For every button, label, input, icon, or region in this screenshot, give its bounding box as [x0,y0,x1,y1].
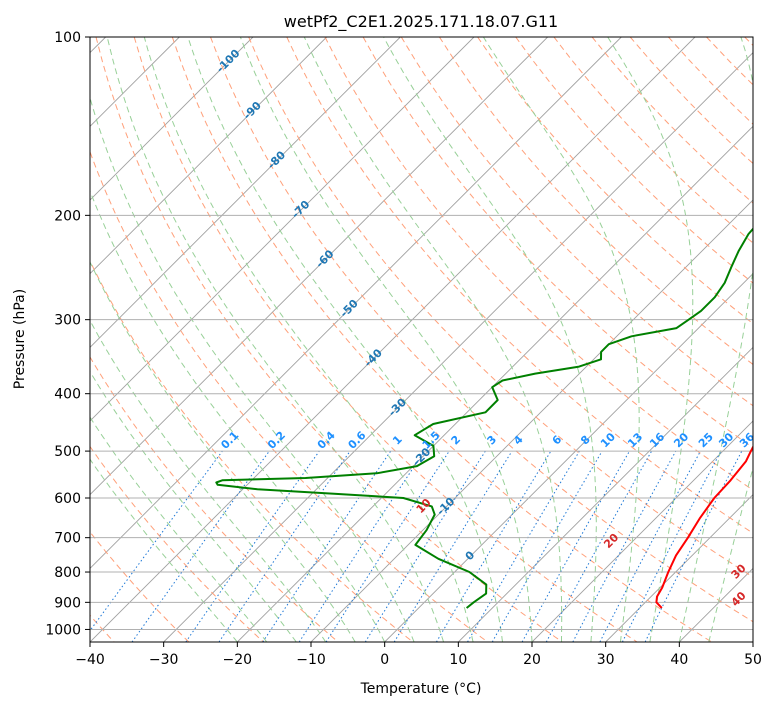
x-tick-label: −40 [75,652,105,668]
isotherm-line [237,125,753,642]
mixing-ratio-line [185,450,320,642]
y-axis-ticks: 100 200 300 400 500 600 700 800 900 1000 [45,30,90,638]
dry-adiabat-line [210,37,753,623]
dry-adiabat-line [95,37,563,642]
dry-adiabat-line [477,37,753,325]
x-tick-label: 40 [670,652,688,668]
y-axis-title: Pressure (hPa) [12,289,28,389]
y-tick-label: 800 [54,565,81,581]
moist-adiabat-line [303,37,563,642]
x-axis-ticks: −40 −30 −20 −10 0 10 20 30 40 50 [75,642,762,668]
plot-frame [89,36,754,643]
y-tick-label: 500 [54,444,81,460]
isotherm-line [163,52,753,642]
chart-title: wetPf2_C2E1.2025.171.18.07.G11 [284,12,558,32]
dry-adiabat-line [171,37,712,642]
dry-adiabat-line [90,445,264,642]
isotherm-line [605,494,753,642]
moist-adiabat-line [143,37,474,642]
isotherm-line [90,37,254,201]
isotherm-line [90,37,327,275]
dry-adiabat-line [90,356,339,642]
dry-adiabat-line [90,150,488,642]
isotherm-line [90,37,622,569]
dry-adiabat-line [133,37,638,642]
mixing-ratio-line [298,450,425,642]
isotherm-line [384,273,753,642]
moist-adiabat-line [90,416,268,642]
mixing-ratio-line [545,450,653,642]
x-tick-label: 0 [380,652,389,668]
background-lines [90,37,753,642]
dry-adiabat-line [438,37,753,366]
isotherm-line [90,37,475,422]
mixing-ratio-line [90,450,223,632]
moist-adiabat-line [482,37,640,642]
mixing-ratio-line [521,450,630,642]
moist-adiabat-line [90,189,386,642]
y-tick-label: 300 [54,313,81,329]
moist-adiabat-line [106,37,445,642]
moist-adiabat-line [90,319,327,642]
moist-adiabat-line [90,96,415,642]
temperature-profile-line [655,445,753,609]
y-tick-label: 100 [54,30,81,46]
mixing-ratio-line [572,450,677,642]
y-tick-label: 200 [54,208,81,224]
mixing-ratio-line [131,450,270,642]
y-tick-label: 700 [54,531,81,547]
isotherm-line [90,37,401,348]
y-tick-label: 900 [54,595,81,611]
mixing-ratio-line [325,450,450,642]
x-tick-label: 20 [523,652,541,668]
isotherm-line [90,37,696,642]
dry-adiabat-line [286,37,753,534]
moist-adiabat-line [708,466,753,642]
pressure-grid [90,37,753,630]
x-tick-label: −10 [296,652,326,668]
mixing-ratio-line [393,450,513,642]
x-tick-label: 50 [744,652,762,668]
x-tick-label: −20 [223,652,253,668]
y-tick-label: 1000 [45,622,81,638]
dewpoint-profile-line [215,227,753,609]
moist-adiabat-line [678,37,753,642]
mixing-ratio-line [644,450,743,642]
moist-adiabat-line [187,37,503,642]
x-tick-label: 30 [597,652,615,668]
moist-adiabat-line [90,370,297,642]
moist-adiabat-line [383,37,597,642]
x-tick-label: 10 [449,652,467,668]
moist-adiabat-line [90,458,238,642]
x-axis-title: Temperature (°C) [360,681,482,697]
y-tick-label: 400 [54,387,81,403]
moist-adiabat-line [239,37,533,642]
y-tick-label: 600 [54,491,81,507]
mixing-ratio-line [218,450,351,642]
x-tick-label: −30 [149,652,179,668]
isotherm-line [90,37,548,496]
profiles [215,227,753,609]
isotherm-line [531,420,753,642]
plot-background [90,37,753,642]
dry-adiabat-line [248,37,753,578]
